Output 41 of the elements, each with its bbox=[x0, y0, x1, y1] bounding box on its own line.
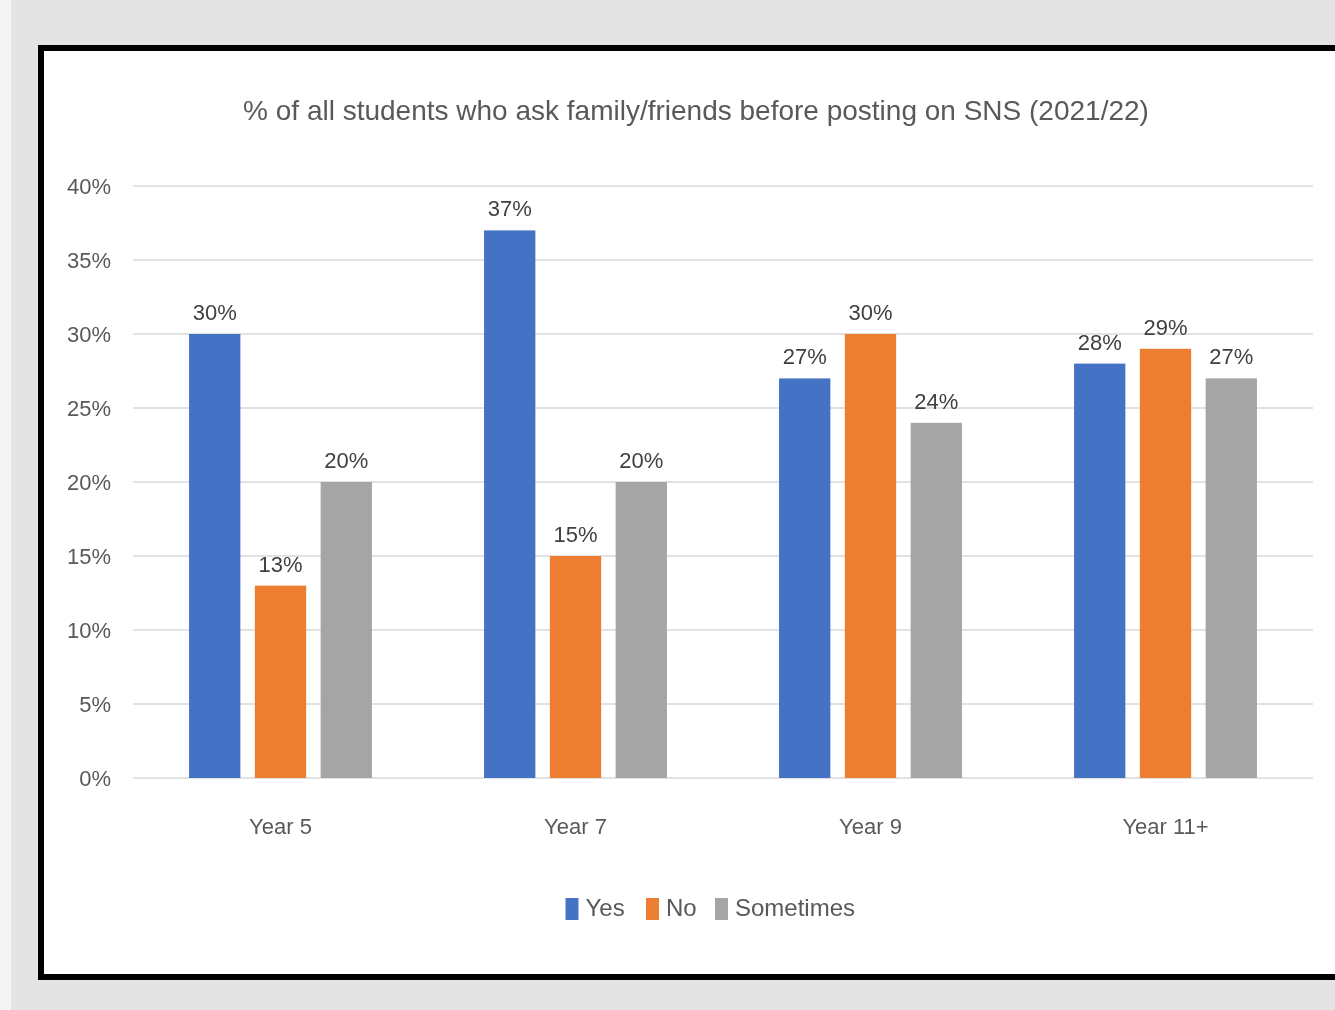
data-label: 29% bbox=[1143, 314, 1188, 340]
x-tick-label: Year 5 bbox=[249, 814, 312, 839]
y-tick-label: 25% bbox=[66, 395, 111, 421]
bar bbox=[1074, 363, 1126, 778]
data-label: 30% bbox=[192, 300, 237, 325]
data-label: 20% bbox=[619, 448, 664, 473]
bar bbox=[320, 482, 372, 778]
bar bbox=[910, 422, 962, 778]
data-label: 28% bbox=[1077, 329, 1122, 355]
legend-label: Sometimes bbox=[735, 894, 856, 922]
legend-label: No bbox=[666, 894, 697, 922]
data-label: 20% bbox=[324, 448, 369, 473]
x-tick-label: Year 7 bbox=[544, 814, 607, 839]
legend-label: Yes bbox=[585, 894, 625, 922]
bar bbox=[615, 482, 667, 778]
y-tick-label: 40% bbox=[66, 173, 111, 199]
data-label: 27% bbox=[1209, 344, 1254, 370]
y-tick-label: 20% bbox=[66, 469, 111, 495]
bar bbox=[1139, 348, 1192, 778]
x-tick-label: Year 9 bbox=[839, 814, 902, 839]
bar bbox=[254, 585, 307, 778]
bar bbox=[189, 334, 241, 778]
y-tick-label: 15% bbox=[66, 543, 111, 569]
bar bbox=[549, 556, 602, 778]
data-label: 27% bbox=[782, 344, 827, 370]
y-tick-label: 35% bbox=[66, 247, 111, 273]
x-tick-label: Year 11+ bbox=[1122, 814, 1209, 839]
y-tick-label: 0% bbox=[79, 765, 111, 791]
bar bbox=[844, 334, 897, 778]
data-label: 13% bbox=[258, 551, 303, 577]
bar bbox=[779, 378, 831, 778]
y-tick-label: 10% bbox=[66, 617, 111, 643]
data-label: 15% bbox=[553, 522, 598, 547]
bar bbox=[1205, 378, 1257, 778]
data-label: 37% bbox=[487, 196, 532, 222]
y-tick-label: 30% bbox=[66, 321, 111, 347]
data-label: 30% bbox=[848, 300, 893, 325]
chart-title: % of all students who ask family/friends before posting on SNS (2021/22) bbox=[243, 94, 1149, 126]
bar bbox=[484, 230, 536, 778]
y-tick-label: 5% bbox=[79, 691, 111, 717]
data-label: 24% bbox=[914, 388, 959, 414]
